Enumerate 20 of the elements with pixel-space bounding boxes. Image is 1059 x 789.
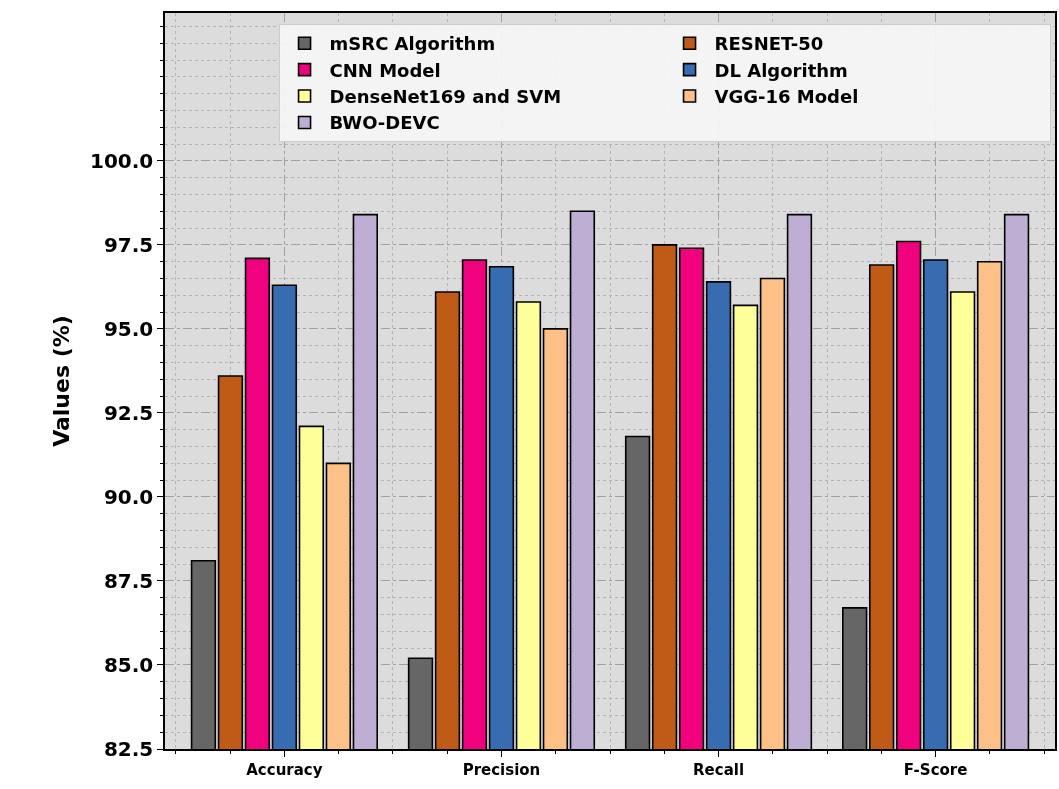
legend-label: CNN Model: [329, 59, 441, 81]
x-tick-label: F-Score: [903, 760, 968, 779]
y-tick-label: 92.5: [103, 400, 154, 425]
legend-label: VGG-16 Model: [714, 86, 859, 108]
legend-label: RESNET-50: [714, 33, 824, 55]
x-tick-label: Accuracy: [246, 760, 323, 779]
y-axis-title: Values (%): [49, 315, 75, 447]
x-tick-label: Precision: [462, 760, 541, 779]
y-tick-label: 97.5: [103, 232, 154, 257]
y-tick-label: 85.0: [103, 652, 154, 677]
legend-label: DenseNet169 and SVM: [329, 86, 562, 108]
legend-label: DL Algorithm: [714, 59, 848, 81]
x-tick-label: Recall: [693, 760, 745, 779]
y-tick-label: 95.0: [103, 316, 154, 341]
y-tick-label: 82.5: [103, 737, 154, 761]
y-tick-label: 87.5: [103, 568, 154, 593]
legend-label: mSRC Algorithm: [329, 33, 496, 55]
y-tick-label: 90.0: [103, 484, 154, 509]
y-tick-label: 100.0: [89, 148, 154, 173]
legend-label: BWO-DEVC: [329, 112, 440, 134]
